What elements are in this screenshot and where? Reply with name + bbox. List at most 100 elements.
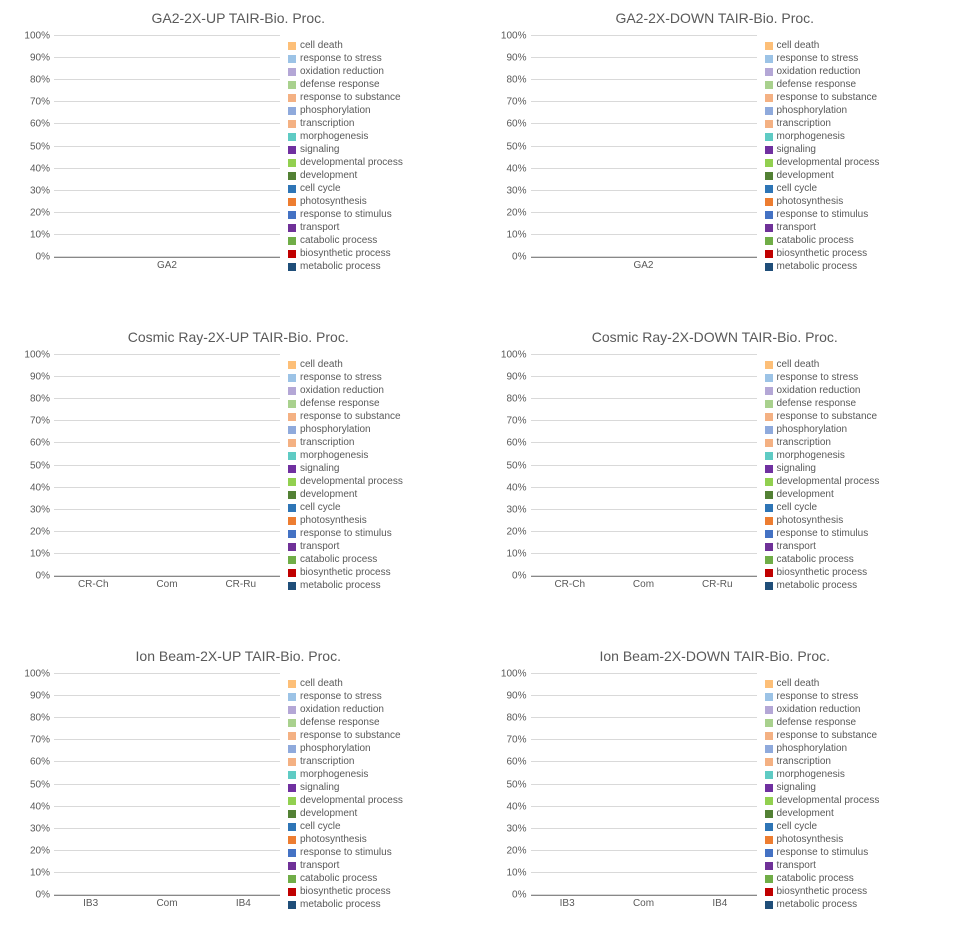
y-tick-label: 50%: [506, 141, 530, 152]
legend-swatch: [765, 42, 773, 50]
legend-swatch: [765, 732, 773, 740]
legend-label: oxidation reduction: [777, 66, 861, 78]
legend: cell deathresponse to stressoxidation re…: [280, 36, 457, 276]
y-tick-label: 10%: [506, 867, 530, 878]
chart-panel-ga2_down: GA2-2X-DOWN TAIR-Bio. Proc.0%10%20%30%40…: [497, 10, 934, 299]
legend-label: cell death: [777, 40, 820, 52]
y-tick-label: 10%: [30, 867, 54, 878]
y-tick-label: 50%: [506, 779, 530, 790]
y-tick-label: 80%: [30, 75, 54, 86]
legend-swatch: [288, 771, 296, 779]
legend-label: metabolic process: [777, 899, 858, 911]
legend-label: catabolic process: [777, 235, 854, 247]
y-tick-label: 40%: [30, 163, 54, 174]
legend-item: cell death: [765, 359, 934, 371]
y-tick-label: 30%: [30, 504, 54, 515]
legend-swatch: [765, 426, 773, 434]
x-axis-labels: CR-ChComCR-Ru: [54, 579, 280, 595]
legend-label: defense response: [300, 717, 380, 729]
legend-swatch: [288, 875, 296, 883]
legend-item: response to substance: [765, 730, 934, 742]
y-tick-label: 50%: [30, 141, 54, 152]
legend-item: response to stimulus: [765, 209, 934, 221]
legend-label: cell death: [777, 678, 820, 690]
legend-item: photosynthesis: [288, 196, 457, 208]
legend-label: transcription: [300, 118, 354, 130]
legend-swatch: [765, 172, 773, 180]
y-tick-label: 0%: [36, 252, 54, 263]
legend-item: cell death: [288, 678, 457, 690]
legend-swatch: [288, 452, 296, 460]
legend-label: defense response: [777, 79, 857, 91]
legend-swatch: [765, 810, 773, 818]
legend-item: metabolic process: [765, 899, 934, 911]
legend-swatch: [765, 719, 773, 727]
legend-label: catabolic process: [300, 873, 377, 885]
legend-item: morphogenesis: [765, 131, 934, 143]
y-tick-label: 100%: [501, 669, 531, 680]
legend-item: catabolic process: [288, 554, 457, 566]
chart-title: GA2-2X-UP TAIR-Bio. Proc.: [20, 10, 457, 26]
x-tick-label: GA2: [157, 260, 177, 276]
legend-swatch: [288, 810, 296, 818]
legend-label: response to stimulus: [300, 847, 392, 859]
legend-item: development: [765, 170, 934, 182]
legend: cell deathresponse to stressoxidation re…: [757, 674, 934, 914]
legend-item: morphogenesis: [765, 450, 934, 462]
legend-swatch: [288, 465, 296, 473]
legend-label: cell death: [300, 359, 343, 371]
y-tick-label: 70%: [506, 735, 530, 746]
legend-label: development: [777, 170, 834, 182]
legend-label: response to stress: [777, 372, 859, 384]
legend-swatch: [288, 361, 296, 369]
legend-label: signaling: [300, 144, 339, 156]
y-tick-label: 80%: [30, 394, 54, 405]
legend-label: response to substance: [300, 730, 401, 742]
legend-item: biosynthetic process: [765, 886, 934, 898]
legend-item: morphogenesis: [288, 450, 457, 462]
legend-label: signaling: [777, 782, 816, 794]
legend: cell deathresponse to stressoxidation re…: [757, 36, 934, 276]
legend-item: defense response: [765, 717, 934, 729]
legend-item: transport: [288, 860, 457, 872]
legend-swatch: [288, 42, 296, 50]
chart-title: GA2-2X-DOWN TAIR-Bio. Proc.: [497, 10, 934, 26]
legend-label: metabolic process: [777, 261, 858, 273]
y-tick-label: 70%: [30, 416, 54, 427]
legend-label: development: [777, 808, 834, 820]
y-tick-label: 100%: [24, 31, 54, 42]
legend-item: photosynthesis: [765, 834, 934, 846]
legend-item: signaling: [288, 144, 457, 156]
legend-item: oxidation reduction: [288, 385, 457, 397]
x-tick-label: IB4: [236, 898, 251, 914]
bars-container: [54, 355, 280, 576]
legend-swatch: [765, 836, 773, 844]
x-tick-label: CR-Ch: [78, 579, 109, 595]
legend-swatch: [288, 823, 296, 831]
legend-label: response to stimulus: [777, 528, 869, 540]
legend-item: response to substance: [288, 730, 457, 742]
legend-label: cell cycle: [300, 183, 341, 195]
bars-container: [531, 355, 757, 576]
legend-swatch: [288, 133, 296, 141]
y-tick-label: 30%: [30, 185, 54, 196]
legend-label: transport: [300, 222, 339, 234]
legend-item: biosynthetic process: [288, 886, 457, 898]
chart-row: 0%10%20%30%40%50%60%70%80%90%100%CR-ChCo…: [20, 355, 457, 595]
legend-swatch: [288, 849, 296, 857]
x-axis-labels: CR-ChComCR-Ru: [531, 579, 757, 595]
y-tick-label: 80%: [506, 394, 530, 405]
legend-item: photosynthesis: [765, 515, 934, 527]
chart-row: 0%10%20%30%40%50%60%70%80%90%100%CR-ChCo…: [497, 355, 934, 595]
chart-row: 0%10%20%30%40%50%60%70%80%90%100%IB3ComI…: [497, 674, 934, 914]
legend-swatch: [288, 517, 296, 525]
legend-label: response to stimulus: [777, 209, 869, 221]
legend-item: transcription: [765, 437, 934, 449]
legend-swatch: [765, 81, 773, 89]
legend-swatch: [765, 582, 773, 590]
chart-panel-ib_down: Ion Beam-2X-DOWN TAIR-Bio. Proc.0%10%20%…: [497, 648, 934, 937]
bars-container: [531, 36, 757, 257]
legend-label: cell cycle: [777, 502, 818, 514]
x-axis-labels: IB3ComIB4: [54, 898, 280, 914]
y-tick-label: 100%: [24, 350, 54, 361]
